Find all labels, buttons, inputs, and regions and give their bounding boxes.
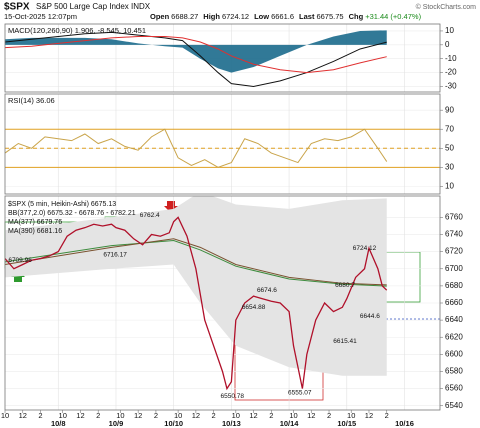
series-line [5, 216, 388, 391]
panel-frame [4, 23, 441, 93]
price-annotation: 6716.17 [103, 252, 127, 259]
quote-date: 15-Oct-2025 12:07pm [4, 12, 77, 21]
y-tick-label: -30 [445, 82, 457, 91]
quote-label: High [203, 12, 220, 21]
date-label: 10/15 [337, 419, 356, 428]
x-tick-label: 12 [76, 411, 84, 420]
x-tick-label: 10 [116, 411, 124, 420]
series-line [5, 31, 387, 87]
y-tick-label: 6760 [445, 213, 463, 222]
y-tick-label: 6660 [445, 298, 463, 307]
quote-value: 6661.6 [271, 12, 294, 21]
date-label: 10/13 [222, 419, 241, 428]
price-annotation: 6615.41 [333, 338, 357, 345]
x-tick-label: 2 [154, 411, 158, 420]
x-tick-label: 12 [19, 411, 27, 420]
x-tick-label: 12 [365, 411, 373, 420]
series-line [5, 240, 387, 287]
y-tick-label: 6620 [445, 332, 463, 341]
price-annotation: 6555.07 [288, 390, 312, 397]
y-tick-label: 6600 [445, 349, 463, 358]
x-tick-label: 10 [232, 411, 240, 420]
y-tick-label: 6640 [445, 315, 463, 324]
quote-label: Chg [349, 12, 364, 21]
legend-entry: MA(377) 6679.76 [8, 219, 62, 226]
series-line [5, 128, 388, 168]
y-tick-label: -20 [445, 68, 457, 77]
x-tick-label: 10 [174, 411, 182, 420]
x-tick-label: 2 [96, 411, 100, 420]
x-tick-label: 12 [134, 411, 142, 420]
panel-plot [5, 94, 440, 194]
date-label: 10/14 [280, 419, 300, 428]
y-tick-label: -10 [445, 54, 457, 63]
symbol-name: S&P 500 Large Cap Index INDX [36, 2, 151, 11]
legend-entry: $SPX (5 min, Heikin-Ashi) 6675.13 [8, 201, 116, 208]
y-tick-label: 50 [445, 143, 454, 152]
legend: RSI(14) 36.06 [8, 96, 55, 105]
price-annotation: 6550.78 [221, 393, 245, 400]
symbol: $SPX [4, 2, 30, 13]
y-tick-label: 10 [445, 181, 454, 190]
credit: © StockCharts.com [416, 3, 477, 11]
date-label: 10/16 [395, 419, 414, 428]
x-tick-label: 10 [1, 411, 9, 420]
y-tick-label: 6720 [445, 247, 463, 256]
date-label: 10/8 [51, 419, 66, 428]
date-label: 10/9 [109, 419, 124, 428]
quote-value: +31.44 (+0.47%) [365, 12, 421, 21]
panel-plot [5, 24, 440, 92]
y-tick-label: 30 [445, 162, 454, 171]
price-annotation: 6644.6 [360, 313, 380, 320]
y-tick-label: 6580 [445, 367, 463, 376]
legend: MACD(120,260,90) 1.906, -8.545, 10.451 [8, 26, 146, 35]
date-label: 10/10 [164, 419, 183, 428]
x-tick-label: 2 [385, 411, 389, 420]
x-tick-label: 2 [212, 411, 216, 420]
y-tick-label: 6540 [445, 401, 463, 410]
quote-value: 6724.12 [222, 12, 249, 21]
price-annotation: 6674.6 [257, 287, 277, 294]
quote-line: Open 6688.27 High 6724.12 Low 6661.6 Last 6675.… [150, 12, 422, 21]
x-tick-label: 10 [59, 411, 67, 420]
series-line [5, 35, 387, 74]
series-line [5, 238, 387, 286]
legend-entry: BB(377,2.0) 6675.32 - 6678.76 - 6782.21 [8, 210, 136, 217]
quote-label: Last [299, 12, 315, 21]
bollinger-band [5, 196, 387, 376]
y-tick-label: 6560 [445, 384, 463, 393]
quote-value: 6675.75 [316, 12, 343, 21]
panel-frame [4, 93, 441, 195]
price-annotation: 6724.12 [353, 245, 377, 252]
y-tick-label: 6680 [445, 281, 463, 290]
price-annotation: 6654.88 [242, 304, 266, 311]
y-tick-label: 90 [445, 105, 454, 114]
x-tick-label: 12 [192, 411, 200, 420]
price-annotation: 6680.7 [335, 282, 355, 289]
y-tick-label: 6740 [445, 230, 463, 239]
y-tick-label: 0 [445, 40, 450, 49]
x-tick-label: 2 [38, 411, 42, 420]
y-tick-label: 70 [445, 124, 454, 133]
price-annotation: 6762.4 [140, 212, 160, 219]
quote-value: 6688.27 [171, 12, 198, 21]
x-tick-label: 12 [249, 411, 257, 420]
y-tick-label: 6700 [445, 264, 463, 273]
quote-label: Open [150, 12, 170, 21]
x-tick-label: 2 [327, 411, 331, 420]
price-annotation: 6709.96 [8, 257, 32, 264]
x-tick-label: 2 [269, 411, 273, 420]
x-tick-label: 12 [307, 411, 315, 420]
macd-histogram [5, 30, 387, 73]
quote-label: Low [254, 12, 269, 21]
y-tick-label: 10 [445, 26, 454, 35]
panel-plot [5, 196, 440, 410]
x-tick-label: 10 [347, 411, 355, 420]
legend-entry: MA(390) 6681.16 [8, 228, 62, 235]
x-tick-label: 10 [289, 411, 297, 420]
